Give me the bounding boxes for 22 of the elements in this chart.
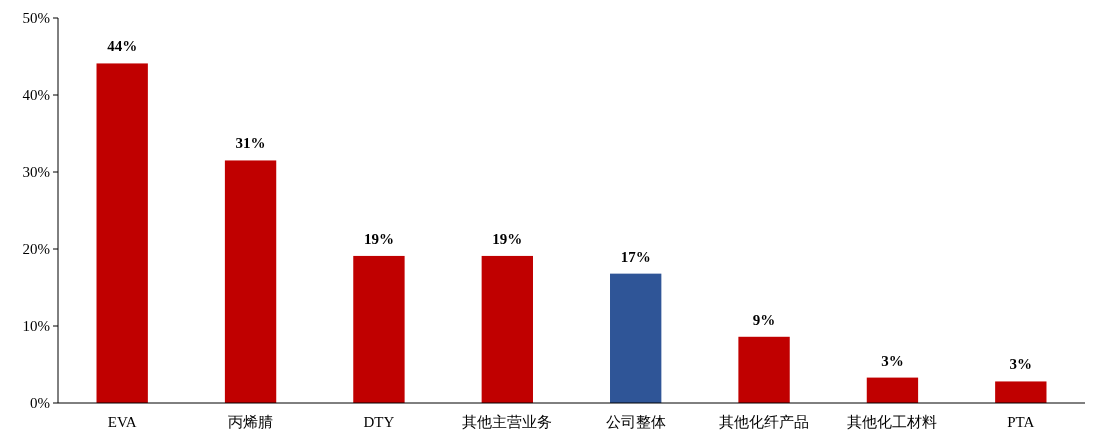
- data-label: 3%: [1009, 356, 1033, 373]
- data-label: 44%: [107, 38, 138, 55]
- data-label: 17%: [620, 248, 651, 265]
- y-tick-label: 30%: [22, 164, 50, 180]
- x-tick-label: 丙烯腈: [228, 414, 274, 430]
- y-tick-label: 20%: [22, 241, 50, 257]
- y-tick-label: 10%: [22, 318, 50, 334]
- y-tick-label: 0%: [30, 395, 50, 411]
- x-tick-label: 其他化纤产品: [719, 414, 810, 430]
- data-label: 19%: [363, 230, 394, 247]
- data-label: 31%: [235, 135, 266, 152]
- data-label: 9%: [752, 311, 776, 328]
- x-tick-label: 其他化工材料: [847, 414, 938, 430]
- data-label: 3%: [881, 352, 904, 369]
- y-tick-label: 50%: [22, 10, 50, 26]
- x-tick-label: DTY: [363, 414, 395, 430]
- data-label: 19%: [492, 230, 523, 247]
- x-tick-label: 其他主营业务: [462, 414, 553, 430]
- x-tick-label: PTA: [1007, 414, 1035, 430]
- y-tick-label: 40%: [22, 87, 50, 103]
- x-tick-label: 公司整体: [605, 414, 666, 430]
- x-tick-label: EVA: [107, 414, 137, 430]
